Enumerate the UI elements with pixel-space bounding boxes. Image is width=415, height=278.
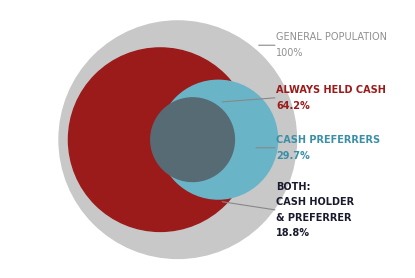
Text: & PREFERRER: & PREFERRER xyxy=(276,213,352,223)
Circle shape xyxy=(151,98,234,182)
Text: 100%: 100% xyxy=(276,48,304,58)
Text: BOTH:: BOTH: xyxy=(276,182,311,192)
Circle shape xyxy=(159,80,278,199)
Text: 64.2%: 64.2% xyxy=(276,101,310,111)
Text: 29.7%: 29.7% xyxy=(276,150,310,160)
Text: CASH HOLDER: CASH HOLDER xyxy=(276,197,354,207)
Text: CASH PREFERRERS: CASH PREFERRERS xyxy=(276,135,381,145)
Circle shape xyxy=(68,48,252,231)
Text: 18.8%: 18.8% xyxy=(276,228,310,238)
Circle shape xyxy=(59,21,296,259)
Text: GENERAL POPULATION: GENERAL POPULATION xyxy=(276,33,387,43)
Text: ALWAYS HELD CASH: ALWAYS HELD CASH xyxy=(276,85,386,95)
